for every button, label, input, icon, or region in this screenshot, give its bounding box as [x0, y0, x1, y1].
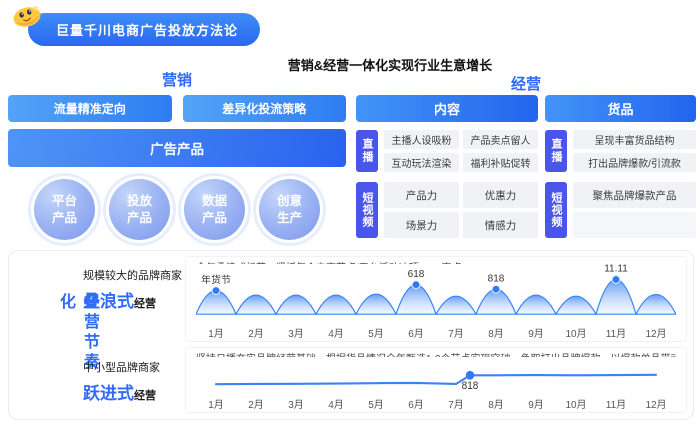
badge-title: 巨量千川电商广告投放方法论 — [56, 23, 239, 38]
content-column: 内容 直播 主播人设吸粉 产品卖点留人 互动玩法渲染 福利补贴促转 短视频 产品… — [356, 95, 538, 248]
circle-text: 产品 — [126, 210, 152, 225]
month-tick-label: 4月 — [328, 400, 344, 411]
page-title: 营销&经营一体化实现行业生意增长 — [287, 58, 493, 73]
month-tick-label: 5月 — [368, 329, 384, 340]
ad-products-banner: 广告产品 — [8, 129, 346, 167]
month-tick-label: 2月 — [248, 400, 264, 411]
mode-suffix: 经营 — [134, 298, 156, 310]
product-circles: 平台 产品 投放 产品 数据 产品 创意 生产 — [8, 179, 346, 240]
goods-video-item: 聚焦品牌爆款产品 — [573, 182, 696, 208]
circle-text: 产品 — [51, 210, 77, 225]
month-tick-label: 10月 — [565, 329, 587, 340]
content-video-item: 场景力 — [384, 212, 459, 238]
jump-chart-desc: 坚持日播夯实品牌经营基础，根据货品情况全年甄选1-2个节点实现突破，争取打出品牌… — [196, 353, 676, 357]
month-tick-label: 8月 — [488, 400, 504, 411]
svg-text:818: 818 — [488, 274, 505, 285]
circle-delivery-product: 投放 产品 — [109, 179, 170, 240]
goods-live-item: 呈现丰富货品结构 — [573, 130, 696, 149]
circle-text: 生产 — [276, 210, 302, 225]
content-live-item: 产品卖点留人 — [463, 130, 538, 149]
rhythm-card: 经营节奏化 规模较大的品牌商家 叠浪式经营 全年叠浪式经营，紧抓每个电商节点/平… — [8, 250, 694, 420]
circle-text: 投放 — [126, 194, 152, 209]
live-tag: 直播 — [356, 130, 378, 172]
month-tick-label: 2月 — [248, 329, 264, 340]
jump-chart-panel: 坚持日播夯实品牌经营基础，根据货品情况全年甄选1-2个节点实现突破，争取打出品牌… — [185, 347, 687, 413]
svg-text:11.11: 11.11 — [604, 264, 628, 275]
merchant-type: 规模较大的品牌商家 — [83, 270, 182, 282]
mode-suffix: 经营 — [134, 390, 156, 402]
svg-text:618: 618 — [408, 269, 425, 280]
operation-section: 内容 直播 主播人设吸粉 产品卖点留人 互动玩法渲染 福利补贴促转 短视频 产品… — [356, 95, 696, 248]
pill-differentiated-strategy: 差异化投流策略 — [182, 95, 346, 122]
circle-platform-product: 平台 产品 — [34, 179, 95, 240]
circle-data-product: 数据 产品 — [184, 179, 245, 240]
month-tick-label: 7月 — [448, 400, 464, 411]
month-tick-label: 1月 — [208, 329, 224, 340]
goods-live-item: 打出品牌爆款/引流款 — [573, 153, 696, 172]
circle-text: 数据 — [201, 194, 227, 209]
marketing-section: 流量精准定向 差异化投流策略 广告产品 平台 产品 投放 产品 数据 产品 创意… — [8, 95, 346, 240]
month-tick-label: 10月 — [565, 400, 587, 411]
small-brand-label: 中小型品牌商家 跃进式经营 — [83, 359, 185, 404]
circle-text: 产品 — [201, 210, 227, 225]
month-tick-label: 7月 — [448, 329, 464, 340]
merchant-type: 中小型品牌商家 — [83, 362, 160, 374]
jump-chart-svg: 818 — [196, 357, 676, 396]
content-live-item: 福利补贴促转 — [463, 153, 538, 172]
content-video-item: 情感力 — [463, 212, 538, 238]
month-tick-label: 3月 — [288, 329, 304, 340]
rhythm-side-label: 经营节奏化 — [57, 293, 98, 373]
circle-creative-production: 创意 生产 — [259, 179, 320, 240]
svg-text:年货节: 年货节 — [201, 273, 231, 286]
live-tag: 直播 — [545, 130, 567, 172]
jump-chart-months: 1月 2月 3月 4月 5月 6月 7月 8月 9月 10月 11月 12月 — [196, 396, 676, 411]
circle-text: 平台 — [51, 194, 77, 209]
month-tick-label: 6月 — [408, 329, 424, 340]
content-video-item: 产品力 — [384, 182, 459, 208]
method-title-badge: 巨量千川电商广告投放方法论 — [28, 13, 261, 46]
wave-chart-panel: 全年叠浪式经营，紧抓每个电商节点/平台活动冲顶GMV高点 年货节 618 818 11… — [185, 256, 687, 342]
month-tick-label: 3月 — [288, 400, 304, 411]
mode-name: 跃进式 — [83, 384, 134, 403]
content-video-item: 优惠力 — [463, 182, 538, 208]
month-tick-label: 9月 — [528, 329, 544, 340]
short-video-tag: 短视频 — [356, 182, 378, 238]
emoji-face-icon — [13, 4, 41, 27]
wave-chart-desc: 全年叠浪式经营，紧抓每个电商节点/平台活动冲顶GMV高点 — [196, 262, 676, 264]
circle-text: 创意 — [276, 194, 302, 209]
month-tick-label: 12月 — [645, 329, 667, 340]
goods-column: 货品 直播 呈现丰富货品结构 打出品牌爆款/引流款 短视频 聚焦品牌爆款产品 — [545, 95, 696, 248]
large-brand-label: 规模较大的品牌商家 叠浪式经营 — [83, 267, 185, 312]
month-tick-label: 11月 — [605, 400, 627, 411]
month-tick-label: 9月 — [528, 400, 544, 411]
goods-header: 货品 — [545, 95, 696, 122]
mode-name: 叠浪式 — [83, 292, 134, 311]
wave-chart-svg: 年货节 618 818 11.11 — [195, 264, 677, 325]
month-tick-label: 12月 — [645, 400, 667, 411]
content-live-item: 主播人设吸粉 — [384, 130, 459, 149]
section-label-operation: 经营 — [510, 76, 541, 93]
month-tick-label: 6月 — [408, 400, 424, 411]
month-tick-label: 8月 — [488, 329, 504, 340]
month-tick-label: 1月 — [208, 400, 224, 411]
empty-item-box — [573, 212, 696, 238]
content-header: 内容 — [356, 95, 538, 122]
wave-chart-months: 1月 2月 3月 4月 5月 6月 7月 8月 9月 10月 11月 12月 — [196, 325, 676, 340]
section-label-marketing: 营销 — [161, 72, 192, 89]
short-video-tag: 短视频 — [545, 182, 567, 238]
content-live-item: 互动玩法渲染 — [384, 153, 459, 172]
svg-text:818: 818 — [462, 381, 479, 391]
month-tick-label: 4月 — [328, 329, 344, 340]
month-tick-label: 5月 — [368, 400, 384, 411]
month-tick-label: 11月 — [605, 329, 627, 340]
pill-traffic-targeting: 流量精准定向 — [8, 95, 172, 122]
